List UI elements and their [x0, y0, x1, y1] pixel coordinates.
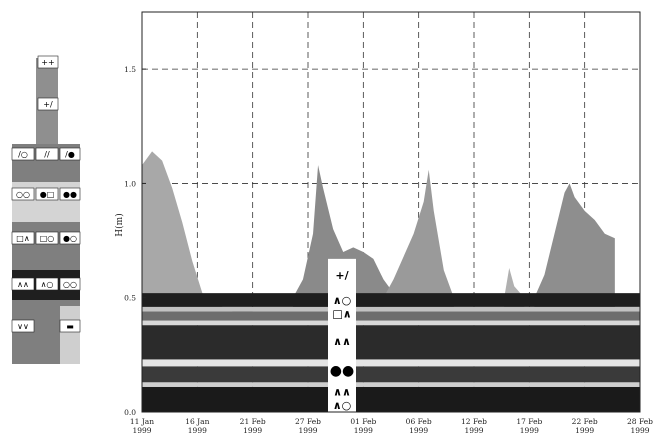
legend-cell	[59, 231, 81, 245]
legend-cell-glyph: /●	[65, 150, 75, 159]
legend-cell-glyph: ●□	[40, 190, 55, 199]
legend-cell	[11, 147, 35, 161]
x-tick-label: 22 Feb	[572, 417, 598, 426]
key-label: +/	[335, 269, 349, 282]
x-tick-label: 17 Feb	[516, 417, 542, 426]
y-tick-label: 0.0	[124, 408, 136, 417]
legend-cell-glyph: □∧	[16, 234, 29, 243]
wave-height-area-2	[383, 169, 454, 310]
wave-height-area-0	[142, 151, 253, 314]
legend-cell-glyph: ▬	[66, 322, 74, 331]
x-tick-year: 1999	[243, 426, 262, 435]
legend-cell	[59, 187, 81, 201]
legend-cell	[35, 231, 59, 245]
x-tick-year: 1999	[520, 426, 539, 435]
key-label: ∧∧	[333, 335, 351, 348]
legend-cell-glyph: ∨∨	[17, 322, 29, 331]
spectrum-band-3	[142, 359, 640, 367]
x-tick-label: 16 Jan	[185, 417, 209, 426]
legend-cell-glyph: ∧∧	[17, 280, 29, 289]
y-tick-label: 1.5	[124, 65, 136, 74]
legend-cell	[59, 147, 81, 161]
x-tick-label: 12 Feb	[461, 417, 487, 426]
spectrum-band-6	[142, 311, 640, 321]
legend-cell	[11, 277, 35, 291]
legend-light-strip	[60, 306, 80, 364]
key-label: □∧	[332, 308, 351, 321]
legend-cell-glyph: +/	[43, 100, 53, 109]
legend-column: ++ +/ /○ // /● ○○ ●□ ●● □∧ □○ ●○ ∧∧ ∧○ ○○ ∨∨ ▬	[11, 55, 81, 364]
legend-cell	[37, 55, 59, 69]
key-label: ∧∧	[333, 385, 351, 398]
x-tick-year: 1999	[464, 426, 483, 435]
x-tick-year: 1999	[630, 426, 649, 435]
x-tick-year: 1999	[132, 426, 151, 435]
legend-cell-glyph: ●○	[63, 234, 77, 243]
legend-cell-glyph: //	[44, 150, 50, 159]
x-tick-label: 01 Feb	[350, 417, 376, 426]
spectrum-band-5	[142, 320, 640, 326]
spectrum-band-7	[142, 306, 640, 312]
y-tick-label: 0.5	[124, 294, 136, 303]
legend-cell	[59, 319, 81, 333]
spectrum-band-1	[142, 382, 640, 387]
legend-cell-glyph: □○	[40, 234, 55, 243]
key-label: ●●	[330, 363, 354, 379]
y-axis-label: H(m)	[114, 213, 125, 236]
spectrum-band-8	[142, 293, 640, 307]
spectrum-band-0	[142, 386, 640, 412]
legend-cell-glyph: ●●	[63, 190, 77, 199]
key-column	[328, 258, 356, 412]
legend-cell-glyph: /○	[18, 150, 28, 159]
wave-height-area-4	[534, 183, 615, 310]
y-tick-label: 1.0	[124, 179, 136, 188]
legend-cell	[35, 277, 59, 291]
x-tick-label: 28 Feb	[627, 417, 653, 426]
x-tick-year: 1999	[298, 426, 317, 435]
x-tick-label: 21 Feb	[240, 417, 266, 426]
x-tick-year: 1999	[409, 426, 428, 435]
x-tick-label: 27 Feb	[295, 417, 321, 426]
x-tick-year: 1999	[188, 426, 207, 435]
plot-frame	[141, 11, 641, 413]
key-label: ∧○	[333, 294, 352, 307]
x-tick-label: 11 Jan	[130, 417, 154, 426]
legend-cell	[11, 187, 35, 201]
legend-cell-glyph: ○○	[63, 280, 77, 289]
spectrum-band-4	[142, 325, 640, 360]
legend-cell	[11, 231, 35, 245]
legend-cell-glyph: ○○	[16, 190, 30, 199]
legend-cell	[37, 97, 59, 111]
legend-cell-glyph: ∧○	[41, 280, 54, 289]
legend-cell	[35, 187, 59, 201]
legend-cell	[11, 319, 35, 333]
spectrum-band-2	[142, 366, 640, 383]
legend-cell-glyph: ++	[41, 58, 54, 67]
wave-height-area-1	[292, 165, 394, 310]
legend-cell	[35, 147, 59, 161]
key-label: ∧○	[333, 399, 352, 412]
x-tick-label: 06 Feb	[406, 417, 432, 426]
x-tick-year: 1999	[575, 426, 594, 435]
legend-cell	[59, 277, 81, 291]
x-tick-year: 1999	[354, 426, 373, 435]
